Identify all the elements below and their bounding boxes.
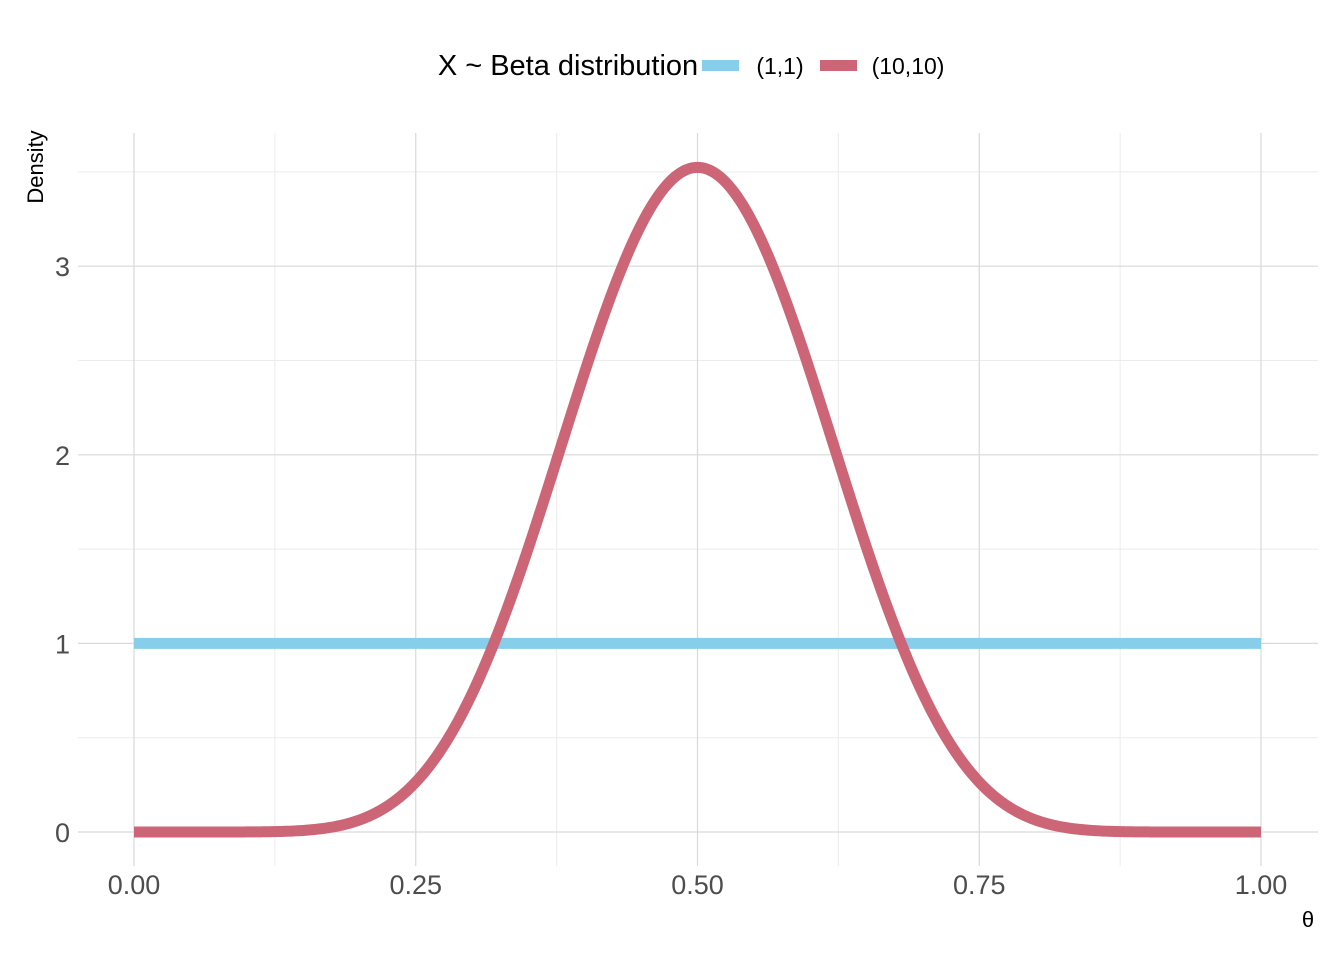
legend: X ~ Beta distribution (1,1) (10,10) [438,50,945,82]
grid [78,133,1318,866]
x-axis-ticks: 0.00 0.25 0.50 0.75 1.00 [108,870,1288,900]
y-axis-ticks: 0 1 2 3 [55,252,70,848]
legend-key-0 [702,60,739,71]
legend-key-1 [820,60,857,71]
y-tick-label: 3 [55,252,70,282]
x-tick-label: 0.00 [108,870,161,900]
x-tick-label: 0.75 [953,870,1006,900]
y-tick-label: 2 [55,441,70,471]
legend-label-0: (1,1) [756,53,803,79]
y-tick-label: 0 [55,818,70,848]
x-tick-label: 0.50 [671,870,724,900]
x-axis-label: θ [1302,907,1314,932]
y-axis-label: Density [23,130,48,203]
x-tick-label: 0.25 [389,870,442,900]
y-tick-label: 1 [55,629,70,659]
legend-label-1: (10,10) [872,53,945,79]
legend-title: X ~ Beta distribution [438,50,698,82]
series-line-1 [131,161,1264,838]
legend-items: (1,1) (10,10) [702,53,944,79]
series-layer [131,161,1264,838]
x-tick-label: 1.00 [1235,870,1288,900]
